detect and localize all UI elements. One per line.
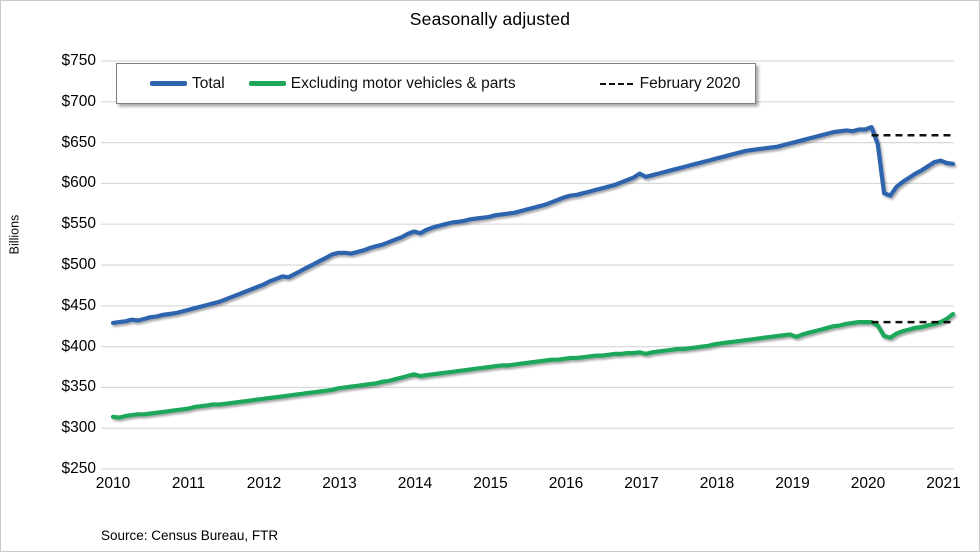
legend-label-february-2020: February 2020 [639,74,741,92]
february-2020-dash-swatch [599,82,633,85]
legend-label-total: Total [192,74,225,92]
x-tick-label: 2021 [926,475,961,492]
y-tick-label: $400 [61,337,96,355]
x-tick-label: 2016 [548,475,584,492]
y-tick-label: $450 [61,296,96,314]
line-total [110,124,956,325]
y-tick-label: $300 [61,419,96,437]
february-2020-dashed-lines [871,134,952,324]
x-tick-label: 2010 [95,475,131,492]
x-tick-label: 2020 [850,475,886,492]
y-tick-label: $550 [61,215,96,233]
legend-item-excluding: Excluding motor vehicles & parts [248,74,516,93]
y-tick-label: $250 [61,460,96,477]
y-axis-title: Billions [7,214,22,255]
x-tick-label: 2019 [775,475,810,492]
chart-title: Seasonally adjusted [409,9,571,29]
y-tick-label: $600 [61,174,96,192]
x-tick-label: 2014 [397,475,433,492]
y-tick-label: $750 [61,52,96,69]
legend-label-excluding: Excluding motor vehicles & parts [290,74,516,92]
x-tick-label: 2018 [699,475,735,492]
y-tick-label: $650 [61,133,96,151]
y-tick-label: $350 [61,378,96,396]
x-tick-label: 2012 [246,475,282,492]
y-tick-label: $700 [61,92,96,110]
y-tick-label: $500 [61,256,96,273]
legend-item-february-2020: February 2020 [599,74,741,93]
source-note: Source: Census Bureau, FTR [101,528,279,543]
legend: Total Excluding motor vehicles & parts F… [116,63,756,104]
gridlines [101,60,954,470]
legend-item-total: Total [150,75,225,93]
excluding-line-swatch [248,81,286,86]
line-excluding [110,311,956,420]
x-tick-label: 2013 [322,475,357,492]
x-tick-label: 2017 [624,475,659,492]
x-tick-label: 2015 [473,475,508,492]
total-line-swatch [150,81,187,86]
x-tick-label: 2011 [171,475,206,492]
data-lines [110,124,956,420]
